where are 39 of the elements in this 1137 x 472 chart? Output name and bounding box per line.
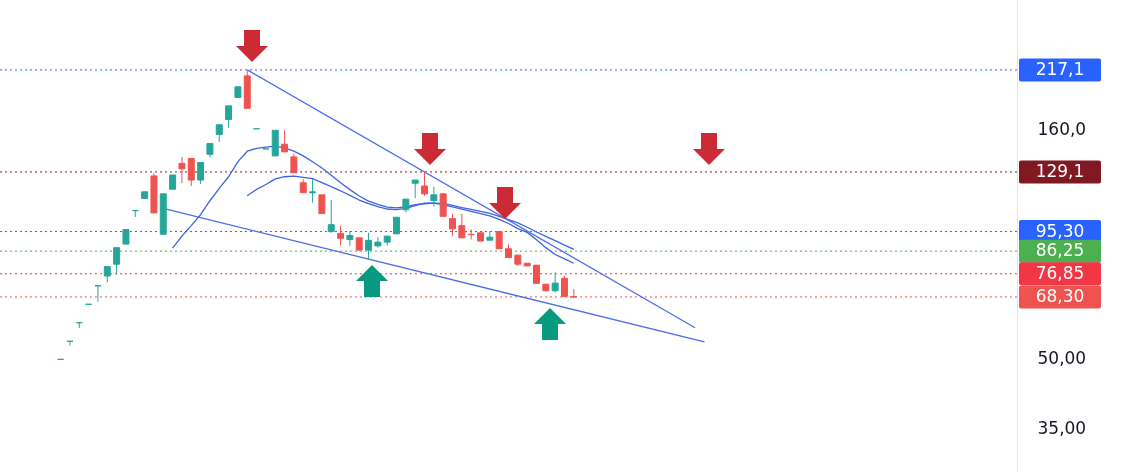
candlestick bbox=[337, 225, 345, 246]
candlestick bbox=[505, 244, 512, 258]
candlestick bbox=[486, 230, 494, 241]
candlestick bbox=[570, 288, 578, 299]
candlestick bbox=[225, 105, 233, 129]
ref-line-label: 129,1 bbox=[1035, 160, 1085, 181]
candlestick bbox=[383, 235, 391, 246]
candlestick bbox=[215, 124, 223, 143]
candlestick bbox=[122, 229, 130, 245]
line-series bbox=[171, 145, 575, 264]
candlestick bbox=[234, 86, 242, 98]
candlestick bbox=[374, 236, 382, 249]
ref-line-label: 86,25 bbox=[1035, 240, 1085, 261]
candlestick bbox=[477, 232, 484, 242]
candlestick bbox=[533, 264, 540, 284]
y-tick-label: 160,0 bbox=[1037, 119, 1087, 140]
candlestick bbox=[169, 174, 177, 190]
candlestick bbox=[103, 266, 111, 283]
candlestick bbox=[206, 143, 214, 158]
y-tick-label: 35,00 bbox=[1037, 417, 1087, 438]
y-tick-label: 50,00 bbox=[1037, 347, 1087, 368]
candlestick bbox=[439, 193, 447, 217]
ref-line-label: 95,30 bbox=[1035, 220, 1085, 241]
candlestick bbox=[393, 216, 401, 235]
ref-line-label: 76,85 bbox=[1035, 262, 1085, 283]
candlestick bbox=[271, 129, 279, 157]
candlestick bbox=[281, 129, 289, 153]
candlestick bbox=[411, 179, 419, 199]
candlestick bbox=[495, 231, 503, 250]
candlestick bbox=[551, 271, 559, 293]
candlestick bbox=[113, 247, 121, 275]
candlestick bbox=[449, 213, 456, 237]
candlestick bbox=[355, 237, 363, 251]
candlestick bbox=[318, 194, 326, 215]
ref-line-label: 68,30 bbox=[1035, 285, 1085, 306]
candlestick bbox=[309, 178, 317, 203]
candlestick bbox=[523, 262, 531, 267]
candlestick bbox=[159, 193, 167, 235]
ref-line-label: 217,1 bbox=[1035, 58, 1085, 79]
